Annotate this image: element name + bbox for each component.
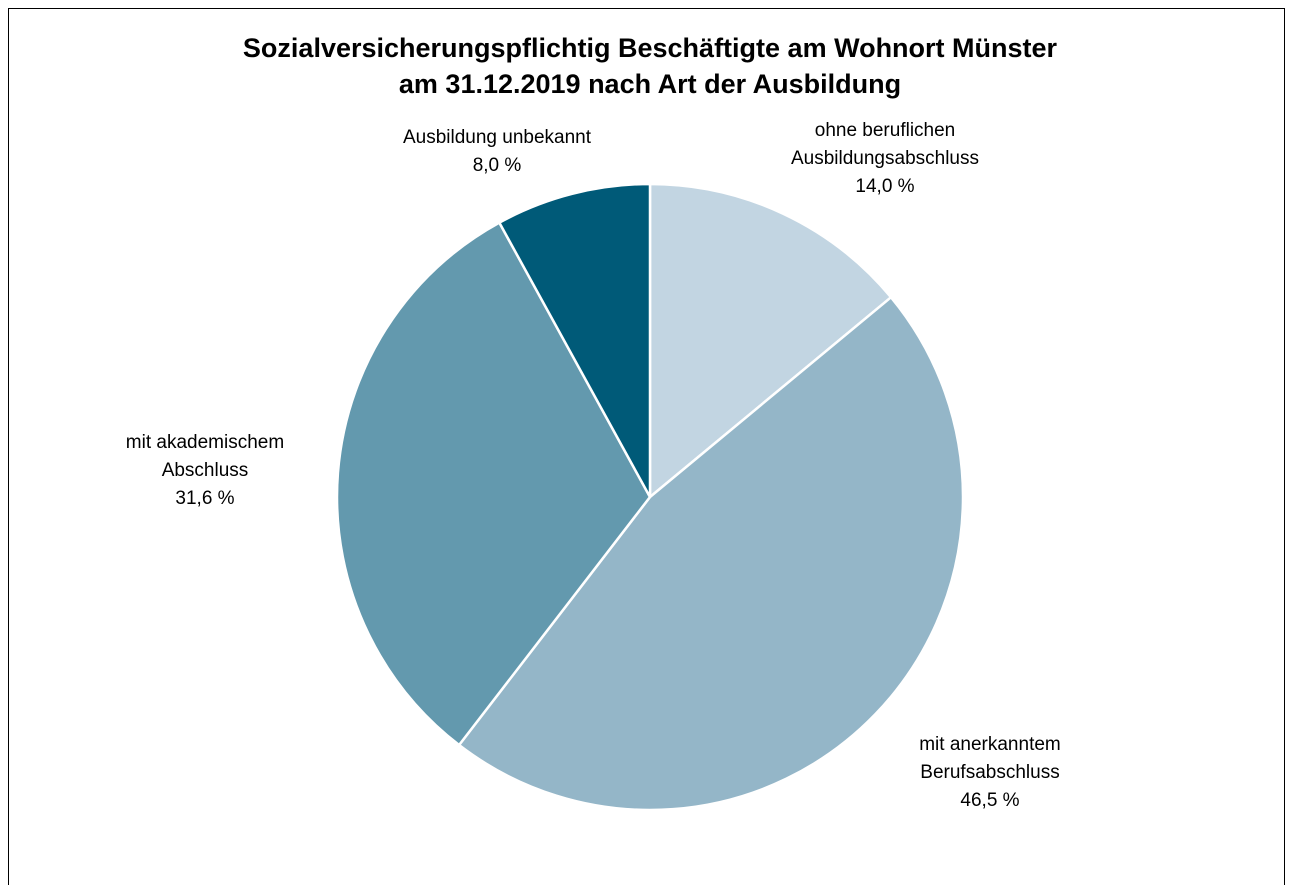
pie-slice — [497, 182, 652, 498]
slice-label: Ausbildungsabschluss — [791, 148, 979, 169]
value-label: 46,5 % — [960, 790, 1019, 811]
slice-label: mit anerkanntem — [919, 734, 1061, 755]
slice-label: ohne beruflichen — [815, 120, 956, 141]
value-label: 31,6 % — [175, 488, 234, 509]
slice-label: Ausbildung unbekannt — [403, 127, 592, 148]
chart-title: am 31.12.2019 nach Art der Ausbildung — [399, 69, 901, 99]
pie-slice — [457, 295, 965, 812]
value-label: 14,0 % — [855, 176, 914, 197]
slice-label: mit akademischem — [126, 432, 284, 453]
slice-label: Berufsabschluss — [920, 762, 1059, 783]
chart-title: Sozialversicherungspflichtig Beschäftigt… — [243, 33, 1058, 63]
value-label: 8,0 % — [473, 155, 522, 176]
pie-slice — [648, 182, 893, 500]
slice-label: Abschluss — [162, 460, 249, 481]
pie-slice — [335, 220, 652, 747]
